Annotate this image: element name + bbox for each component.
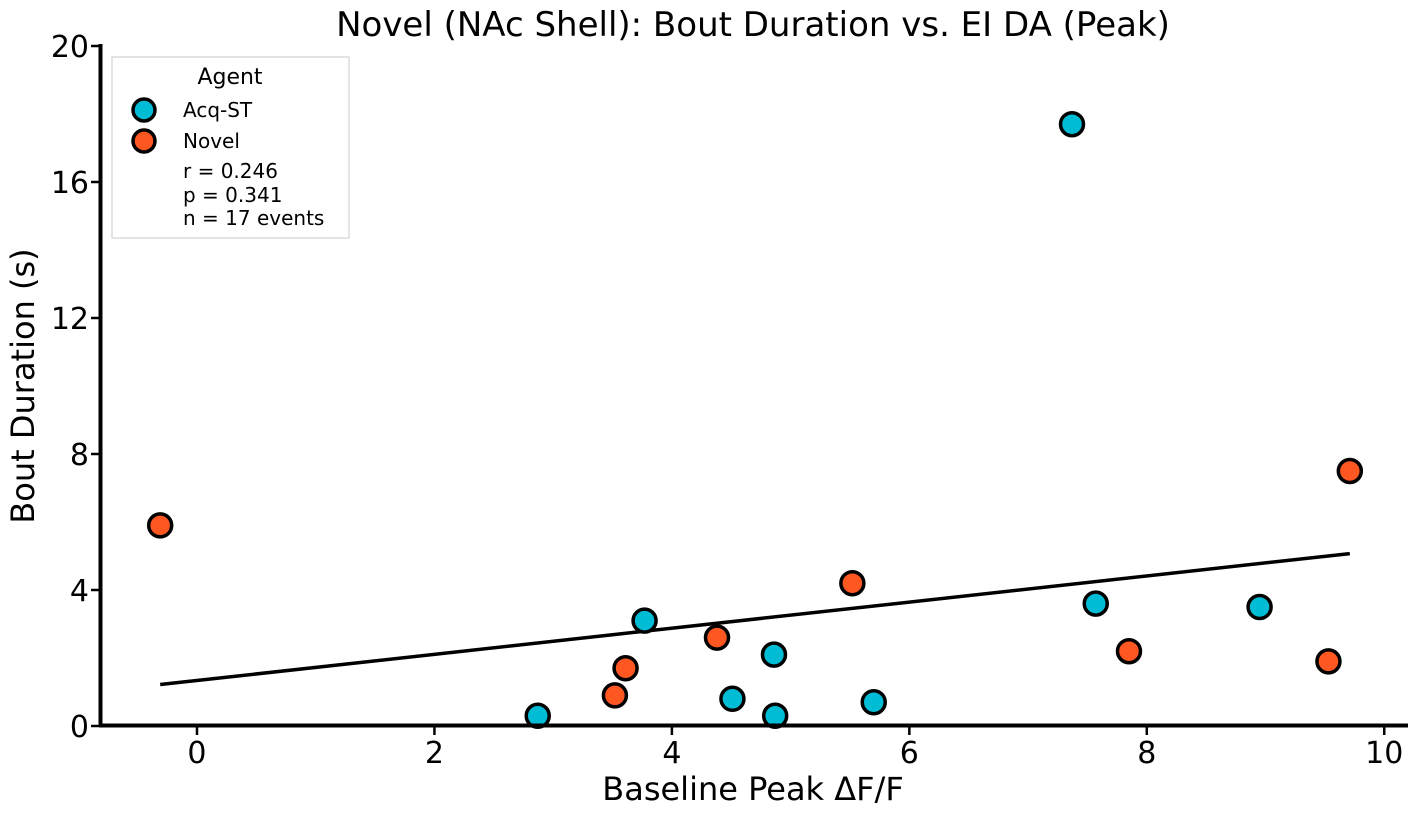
y-axis-label: Bout Duration (s) xyxy=(4,248,42,523)
legend-stat-n: n = 17 events xyxy=(183,206,324,230)
y-tick-label: 12 xyxy=(51,302,89,337)
data-point-acq-st xyxy=(631,607,658,634)
legend-marker-novel xyxy=(131,128,157,154)
data-point-acq-st xyxy=(760,641,788,668)
y-ticks: 0 4 8 12 16 20 xyxy=(51,30,102,745)
data-point-acq-st xyxy=(1082,590,1109,617)
data-point-novel xyxy=(146,512,174,539)
chart-title: Novel (NAc Shell): Bout Duration vs. EI … xyxy=(336,5,1170,45)
x-tick-label: 2 xyxy=(425,736,444,771)
regression-line xyxy=(159,551,1351,687)
y-tick-label: 4 xyxy=(70,574,89,609)
legend-stat-p: p = 0.341 xyxy=(183,183,282,207)
legend-marker-acq-st xyxy=(131,97,157,123)
x-tick-label: 4 xyxy=(662,736,681,771)
x-ticks: 0 2 4 6 8 10 xyxy=(187,726,1403,771)
data-point-acq-st xyxy=(719,685,746,713)
y-tick-label: 20 xyxy=(51,30,89,65)
data-point-novel xyxy=(703,624,731,651)
x-tick-label: 10 xyxy=(1365,736,1403,771)
y-tick-label: 8 xyxy=(70,438,89,473)
data-point-novel xyxy=(601,682,629,709)
legend: Agent Acq-ST Novel r = 0.246 p = 0.341 n… xyxy=(111,56,350,239)
y-tick-label: 0 xyxy=(70,710,89,745)
legend-title: Agent xyxy=(197,65,262,90)
data-point-novel xyxy=(1115,637,1143,665)
legend-label-novel: Novel xyxy=(183,129,240,153)
data-point-acq-st xyxy=(1058,110,1086,138)
data-point-novel xyxy=(1315,648,1342,675)
x-tick-label: 0 xyxy=(187,736,206,771)
legend-stat-r: r = 0.246 xyxy=(183,159,278,183)
data-point-novel xyxy=(612,654,639,682)
plot-area xyxy=(146,110,1364,730)
x-tick-label: 8 xyxy=(1137,736,1156,771)
data-point-acq-st xyxy=(860,688,887,716)
y-tick-label: 16 xyxy=(51,166,89,201)
data-point-novel xyxy=(839,569,866,597)
legend-label-acq-st: Acq-ST xyxy=(183,98,253,122)
data-point-acq-st xyxy=(1246,593,1273,621)
x-tick-label: 6 xyxy=(900,736,919,771)
x-axis-label: Baseline Peak ΔF/F xyxy=(602,770,903,808)
data-point-novel xyxy=(1336,457,1364,485)
